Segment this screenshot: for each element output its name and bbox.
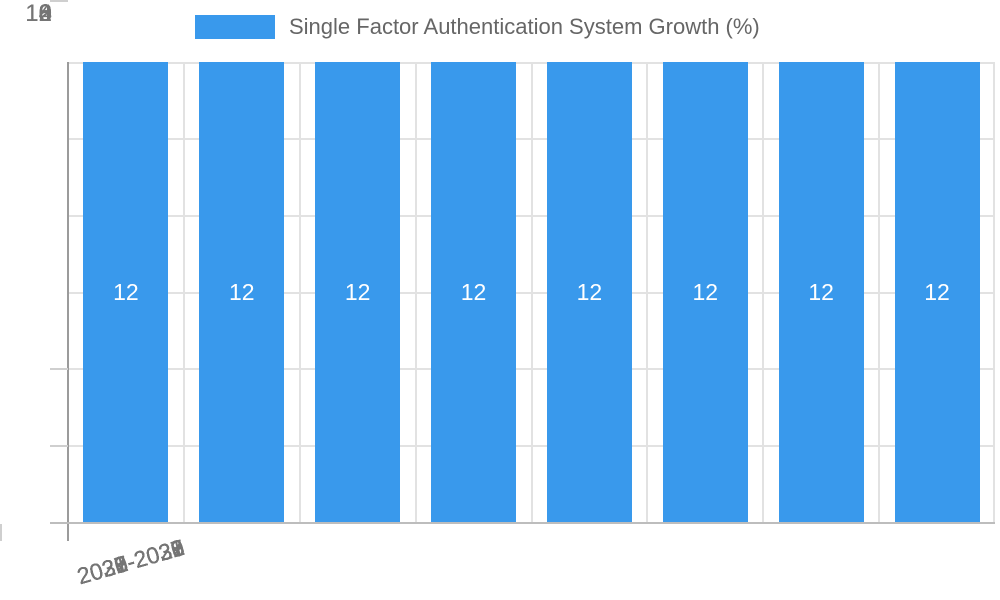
v-gridline <box>993 62 995 523</box>
bar-value-label: 12 <box>808 279 834 305</box>
bar: 12 <box>778 62 864 523</box>
bar: 12 <box>546 62 632 523</box>
bar: 12 <box>199 62 285 523</box>
v-gridline <box>762 62 765 523</box>
x-axis-line <box>50 522 995 524</box>
x-tick-label: 2032-2033 <box>74 534 188 590</box>
v-gridline <box>878 62 881 523</box>
y-tick-label: 4 <box>38 0 52 27</box>
bar: 12 <box>662 62 748 523</box>
bar: 12 <box>83 62 169 523</box>
legend-item[interactable]: Single Factor Authentication System Grow… <box>195 14 760 40</box>
bar-value-label: 12 <box>576 279 603 305</box>
y-tick-label: 12 <box>25 0 52 27</box>
bar: 12 <box>431 62 517 523</box>
v-gridline <box>530 62 533 523</box>
legend-label: Single Factor Authentication System Grow… <box>289 14 760 39</box>
bar: 12 <box>315 62 401 523</box>
v-gridline <box>182 62 185 523</box>
y-tick-mark <box>50 368 68 370</box>
bar-value-label: 12 <box>344 279 371 305</box>
y-tick-label: 6 <box>38 0 52 27</box>
y-tick-mark <box>50 445 68 447</box>
bar-series: 12 12 12 12 12 12 12 12 <box>68 62 995 523</box>
bar-value-label: 12 <box>460 279 487 305</box>
y-tick-label: 2 <box>38 0 52 27</box>
bar-value-label: 12 <box>229 279 255 305</box>
y-tick-label: 8 <box>38 0 52 27</box>
bar-value-label: 12 <box>924 279 950 305</box>
v-gridline <box>646 62 649 523</box>
y-tick-label: 10 <box>25 0 52 27</box>
plot-area: 12 12 12 12 12 12 12 12 <box>68 62 995 523</box>
bar: 12 <box>894 62 980 523</box>
y-tick-mark <box>50 0 68 2</box>
y-tick-label: 0 <box>38 0 52 27</box>
v-gridline <box>414 62 417 523</box>
legend-swatch <box>195 15 275 39</box>
x-tick-mark <box>0 524 2 541</box>
v-gridline <box>298 62 301 523</box>
y-axis-line <box>67 62 69 541</box>
bar-value-label: 12 <box>113 279 139 305</box>
bar-value-label: 12 <box>692 279 719 305</box>
